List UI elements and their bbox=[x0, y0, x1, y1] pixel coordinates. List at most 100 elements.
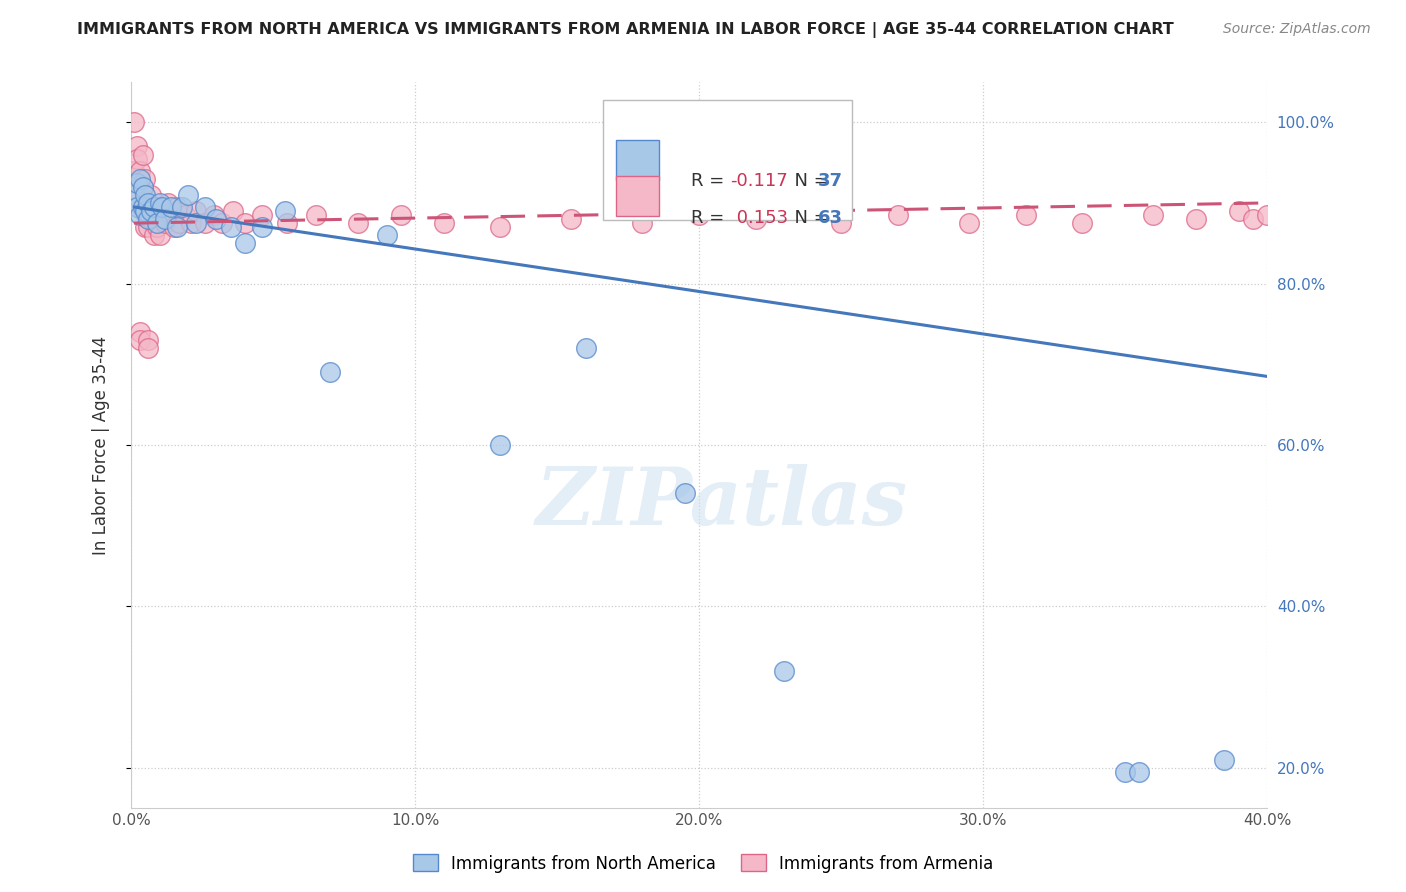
Point bbox=[180, 216, 202, 230]
Point bbox=[148, 200, 170, 214]
Legend: Immigrants from North America, Immigrants from Armenia: Immigrants from North America, Immigrant… bbox=[406, 847, 1000, 880]
Text: R =: R = bbox=[692, 210, 730, 227]
Point bbox=[128, 333, 150, 347]
Point bbox=[152, 204, 174, 219]
Point bbox=[1114, 764, 1136, 779]
Y-axis label: In Labor Force | Age 35-44: In Labor Force | Age 35-44 bbox=[93, 335, 110, 555]
Point bbox=[1256, 208, 1278, 222]
Point bbox=[134, 171, 156, 186]
Point bbox=[152, 200, 174, 214]
Point bbox=[250, 208, 273, 222]
Point bbox=[160, 208, 183, 222]
Point bbox=[233, 236, 256, 251]
Point bbox=[148, 228, 170, 243]
Point bbox=[574, 341, 596, 355]
Point bbox=[489, 220, 512, 235]
Point bbox=[688, 208, 710, 222]
Point bbox=[139, 187, 162, 202]
Point bbox=[136, 204, 159, 219]
Point bbox=[128, 208, 150, 222]
Point bbox=[145, 216, 167, 230]
Point bbox=[122, 163, 145, 178]
Text: ZIPatlas: ZIPatlas bbox=[536, 465, 908, 541]
Text: 37: 37 bbox=[818, 171, 842, 189]
Point bbox=[136, 212, 159, 227]
Point bbox=[125, 152, 148, 166]
Point bbox=[166, 220, 188, 235]
Point bbox=[134, 187, 156, 202]
Point bbox=[887, 208, 910, 222]
Text: N =: N = bbox=[783, 171, 834, 189]
Point bbox=[166, 200, 188, 214]
Point bbox=[250, 220, 273, 235]
Point bbox=[222, 204, 245, 219]
Point bbox=[139, 204, 162, 219]
Point bbox=[128, 325, 150, 339]
Point bbox=[347, 216, 370, 230]
Point bbox=[125, 176, 148, 190]
Point bbox=[136, 195, 159, 210]
Point bbox=[174, 208, 197, 222]
Point bbox=[1071, 216, 1094, 230]
Point bbox=[1185, 212, 1208, 227]
Point bbox=[375, 228, 398, 243]
Text: 0.153: 0.153 bbox=[731, 210, 787, 227]
Point bbox=[163, 220, 186, 235]
Text: IMMIGRANTS FROM NORTH AMERICA VS IMMIGRANTS FROM ARMENIA IN LABOR FORCE | AGE 35: IMMIGRANTS FROM NORTH AMERICA VS IMMIGRA… bbox=[77, 22, 1174, 38]
Point bbox=[186, 204, 208, 219]
Point bbox=[131, 204, 153, 219]
Point bbox=[1241, 212, 1264, 227]
Point bbox=[1142, 208, 1164, 222]
Point bbox=[276, 216, 298, 230]
Point bbox=[128, 171, 150, 186]
Point bbox=[432, 216, 454, 230]
Point bbox=[560, 212, 582, 227]
Point bbox=[134, 220, 156, 235]
Point bbox=[319, 365, 342, 379]
Point bbox=[136, 341, 159, 355]
Point bbox=[219, 220, 242, 235]
Point bbox=[1014, 208, 1036, 222]
Point bbox=[169, 216, 191, 230]
Point bbox=[155, 212, 177, 227]
Point bbox=[194, 216, 217, 230]
Point bbox=[211, 216, 233, 230]
Point bbox=[139, 212, 162, 227]
Point bbox=[136, 333, 159, 347]
Point bbox=[389, 208, 412, 222]
Point bbox=[631, 216, 654, 230]
Point bbox=[205, 212, 228, 227]
FancyBboxPatch shape bbox=[616, 140, 659, 180]
Point bbox=[160, 200, 183, 214]
Point bbox=[202, 208, 225, 222]
Point bbox=[177, 187, 200, 202]
Text: R =: R = bbox=[692, 171, 730, 189]
Point bbox=[128, 163, 150, 178]
Point bbox=[957, 216, 980, 230]
Point bbox=[122, 115, 145, 129]
Point bbox=[172, 200, 194, 214]
Point bbox=[157, 195, 180, 210]
Text: N =: N = bbox=[783, 210, 834, 227]
Text: -0.117: -0.117 bbox=[731, 171, 789, 189]
Point bbox=[305, 208, 328, 222]
Point bbox=[273, 204, 295, 219]
Text: Source: ZipAtlas.com: Source: ZipAtlas.com bbox=[1223, 22, 1371, 37]
Point bbox=[134, 204, 156, 219]
Point bbox=[142, 200, 165, 214]
Point bbox=[745, 212, 768, 227]
Point bbox=[145, 220, 167, 235]
Point bbox=[145, 200, 167, 214]
Point bbox=[1213, 753, 1236, 767]
Point bbox=[186, 216, 208, 230]
FancyBboxPatch shape bbox=[616, 177, 659, 216]
Point bbox=[122, 187, 145, 202]
Point bbox=[125, 200, 148, 214]
Point bbox=[194, 200, 217, 214]
Point bbox=[142, 228, 165, 243]
Point bbox=[148, 195, 170, 210]
Point bbox=[131, 200, 153, 214]
Point bbox=[1128, 764, 1150, 779]
Point bbox=[131, 179, 153, 194]
Text: 63: 63 bbox=[818, 210, 842, 227]
